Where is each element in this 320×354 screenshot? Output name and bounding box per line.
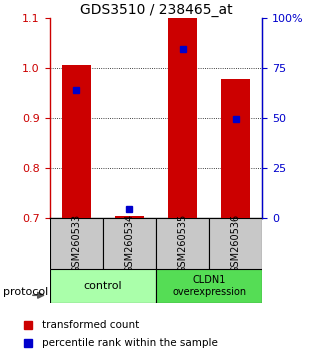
Bar [103,218,156,269]
Title: GDS3510 / 238465_at: GDS3510 / 238465_at [80,3,232,17]
Text: CLDN1
overexpression: CLDN1 overexpression [172,275,246,297]
Bar [50,269,156,303]
Text: GSM260533: GSM260533 [71,214,81,273]
Bar [50,218,103,269]
Text: GSM260534: GSM260534 [124,214,134,273]
Text: percentile rank within the sample: percentile rank within the sample [43,338,218,348]
Bar [115,216,144,218]
Text: control: control [84,281,122,291]
Text: transformed count: transformed count [43,320,140,330]
Bar [221,79,251,218]
Bar [156,269,262,303]
Bar [168,18,197,218]
Bar [156,218,209,269]
Bar [61,65,91,218]
Text: GSM260536: GSM260536 [231,214,241,273]
Text: protocol: protocol [3,287,48,297]
Text: GSM260535: GSM260535 [178,214,188,273]
Bar [209,218,262,269]
